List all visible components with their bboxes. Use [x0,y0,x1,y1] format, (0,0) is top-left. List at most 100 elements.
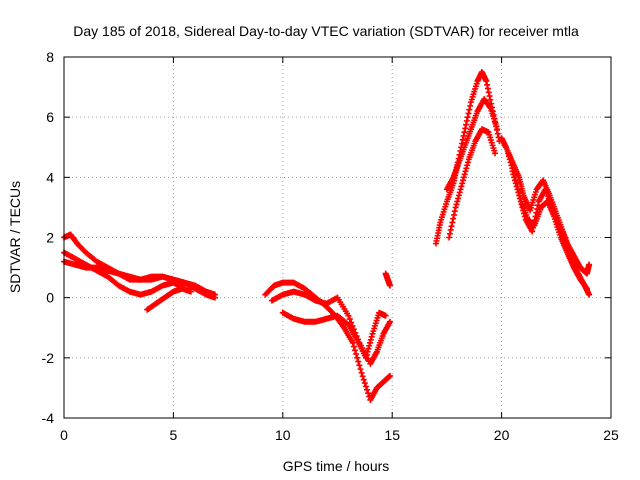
data-point [346,316,353,323]
data-point [515,189,522,196]
data-point [467,102,474,109]
data-point [507,159,514,166]
data-point [462,125,469,132]
data-point [505,150,512,157]
data-point [529,228,536,235]
data-point [451,208,458,215]
data-point [464,162,471,169]
y-axis-label: SDTVAR / TECUs [7,181,23,293]
data-point [387,318,394,325]
data-point [353,351,360,358]
data-point [446,234,453,241]
data-point [448,223,455,230]
data-point [463,165,470,172]
data-point [350,343,357,350]
data-point [461,129,468,136]
data-point [494,126,501,133]
data-point [363,351,370,358]
y-tick-label: -4 [42,410,55,426]
data-point [361,380,368,387]
data-point [460,177,467,184]
data-point [449,219,456,226]
data-point [492,150,499,157]
data-point [355,358,362,365]
data-point [357,366,364,373]
data-point [367,336,374,343]
y-tick-label: 8 [46,49,54,65]
data-point [466,106,473,113]
data-point [457,186,464,193]
data-point [462,168,469,175]
x-tick-label: 15 [384,427,400,443]
data-point [364,348,371,355]
data-point [483,78,490,85]
data-point [211,294,218,301]
data-point [583,284,590,291]
data-point [359,373,366,380]
data-point [517,195,524,202]
data-point [505,153,512,160]
data-points [61,69,593,403]
axis-ticks [63,56,612,419]
data-point [366,342,373,349]
data-point [459,180,466,187]
data-point [382,312,389,319]
y-tick-label: 2 [46,230,54,246]
data-point [387,282,394,289]
chart-title: Day 185 of 2018, Sidereal Day-to-day VTE… [73,23,579,39]
data-point [456,189,463,196]
x-tick-label: 0 [60,427,68,443]
data-point [364,386,371,393]
data-point [484,81,491,88]
y-tick-label: 6 [46,109,54,125]
data-point [455,195,462,202]
data-point [461,171,468,178]
data-point [514,183,521,190]
x-tick-label: 25 [603,427,619,443]
data-point [487,96,494,103]
data-point [513,180,520,187]
data-point [187,288,194,295]
data-point [485,89,492,96]
data-point [464,159,471,166]
data-point [510,168,517,175]
data-point [454,198,461,205]
data-point [452,204,459,211]
data-point [455,192,462,199]
data-point [460,174,467,181]
y-tick-label: 0 [46,290,54,306]
data-point [465,110,472,117]
x-tick-label: 5 [170,427,178,443]
data-point [586,261,593,268]
data-point [509,165,516,172]
data-point [512,177,519,184]
data-point [447,226,454,233]
y-tick-label: -2 [42,350,55,366]
data-point [458,183,465,190]
data-point [508,162,515,169]
data-point [506,156,513,163]
data-point [446,230,453,237]
data-point [354,354,361,361]
data-point [345,312,352,319]
data-point [511,174,518,181]
y-tick-label: 4 [46,169,54,185]
data-point [362,354,369,361]
x-tick-label: 10 [275,427,291,443]
data-point [387,372,394,379]
data-point [362,383,369,390]
data-point [365,345,372,352]
data-point [365,390,372,397]
data-point [464,114,471,121]
tick-labels: 0 5 10 15 20 25 -4 -2 0 2 4 6 8 [42,49,619,443]
x-axis-label: GPS time / hours [283,458,390,474]
data-point [453,201,460,208]
data-point [356,362,363,369]
grid [64,57,611,418]
data-point [451,211,458,218]
data-point [463,121,470,128]
data-point [368,333,375,340]
data-point [486,93,493,100]
data-point [360,376,367,383]
